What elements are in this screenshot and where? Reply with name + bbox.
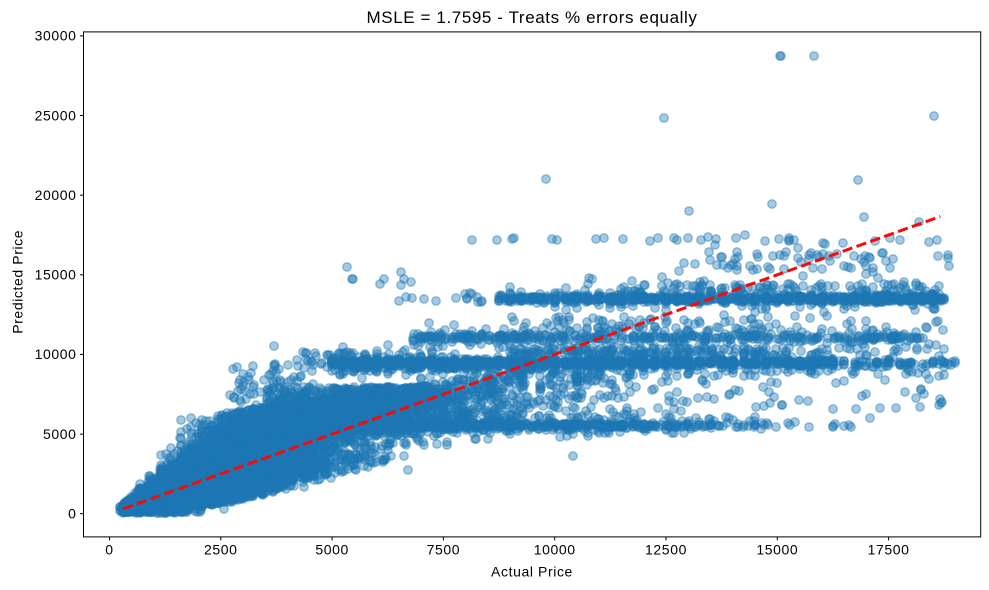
svg-text:Predicted Price: Predicted Price (10, 230, 26, 334)
svg-text:Actual Price: Actual Price (491, 564, 573, 580)
svg-text:5000: 5000 (43, 426, 77, 442)
svg-text:15000: 15000 (35, 267, 77, 283)
svg-text:10000: 10000 (534, 542, 576, 558)
svg-text:0: 0 (105, 542, 113, 558)
svg-text:17500: 17500 (868, 542, 910, 558)
svg-text:30000: 30000 (35, 28, 77, 44)
svg-text:0: 0 (68, 506, 76, 522)
svg-text:20000: 20000 (35, 187, 77, 203)
svg-text:2500: 2500 (204, 542, 238, 558)
svg-text:10000: 10000 (35, 346, 77, 362)
svg-text:MSLE = 1.7595 - Treats % error: MSLE = 1.7595 - Treats % errors equally (367, 8, 698, 27)
svg-text:15000: 15000 (756, 542, 798, 558)
svg-text:25000: 25000 (35, 107, 77, 123)
svg-text:7500: 7500 (427, 542, 461, 558)
svg-text:12500: 12500 (645, 542, 687, 558)
svg-text:5000: 5000 (315, 542, 349, 558)
